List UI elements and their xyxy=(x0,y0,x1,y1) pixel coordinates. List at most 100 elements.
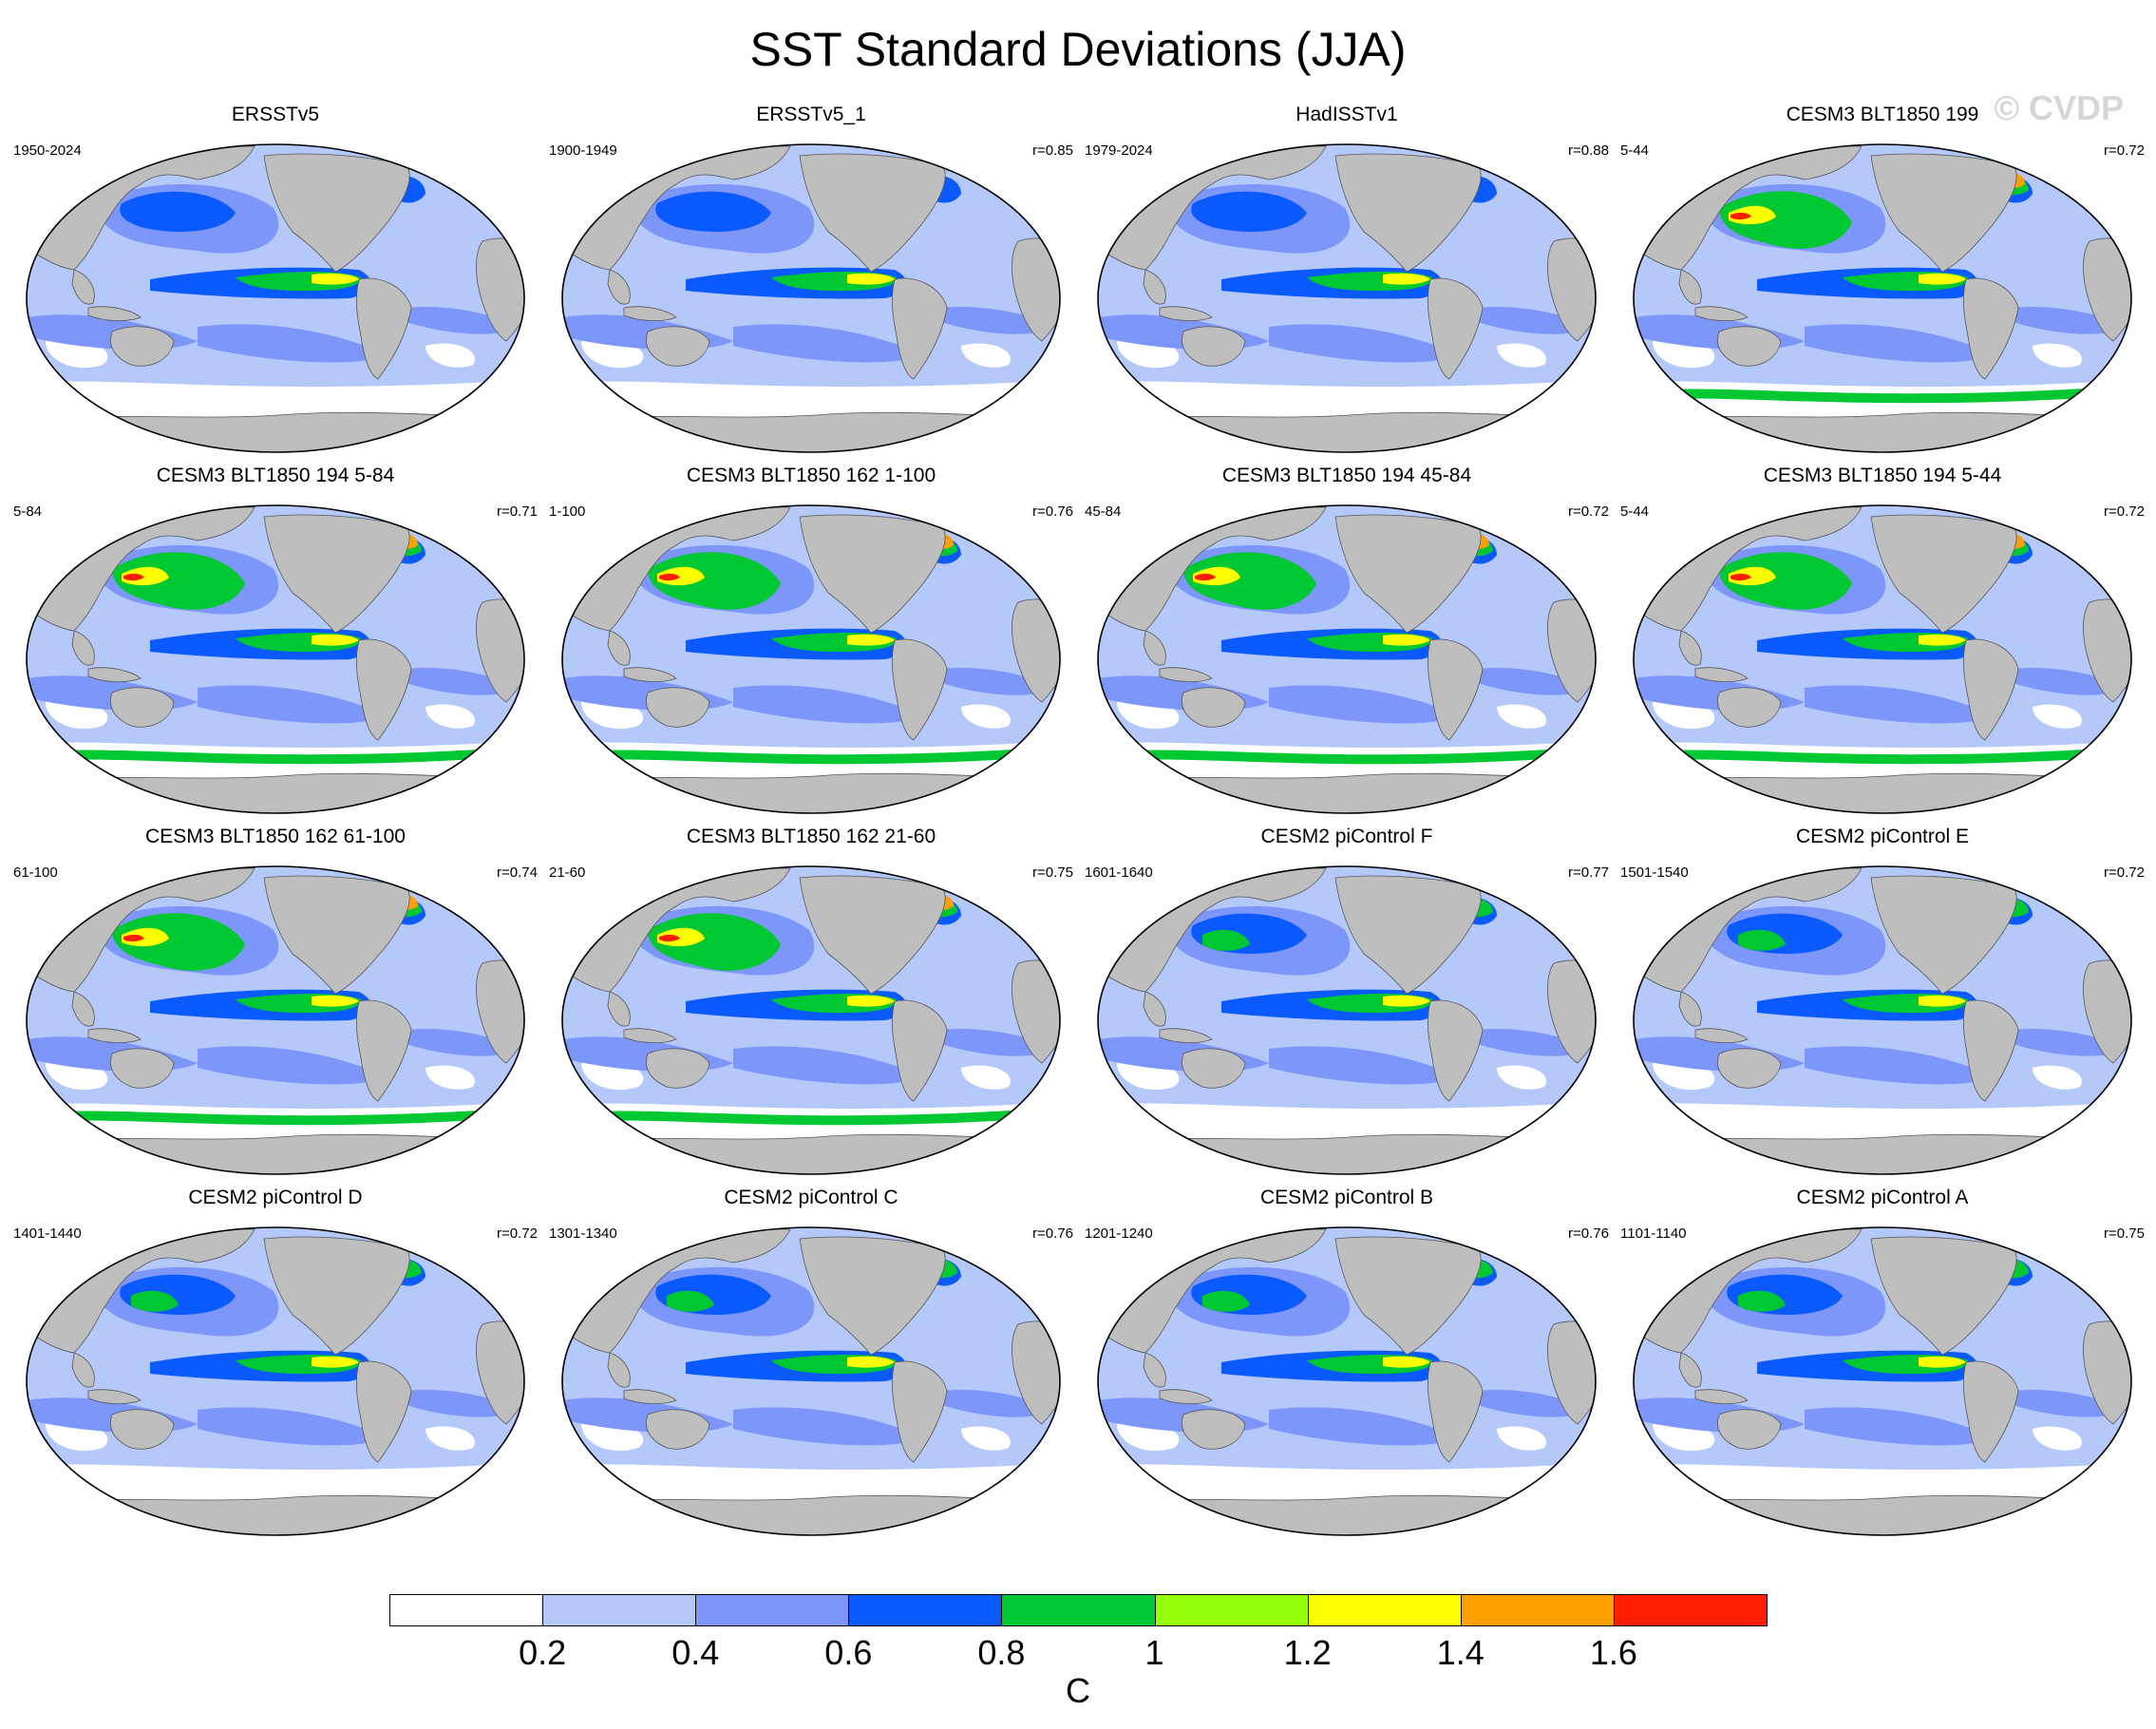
antarctic-green-ring xyxy=(562,1108,1056,1126)
land-antarctica xyxy=(1634,1494,2131,1535)
land-australia xyxy=(110,687,175,728)
panel-title: CESM3 BLT1850 194 5-84 xyxy=(156,465,395,486)
antarctic-green-ring xyxy=(1098,747,1592,765)
north-pacific-green xyxy=(1719,191,1852,249)
land-antarctica xyxy=(27,1133,524,1174)
colorbar-segment xyxy=(389,1594,544,1626)
land-south-america xyxy=(355,277,412,380)
panel-correlation: r=0.72 xyxy=(1568,504,1609,520)
land-indonesia xyxy=(1159,1028,1213,1043)
panel-title: CESM3 BLT1850 194 5-44 xyxy=(1763,465,2002,486)
map-panel: ERSSTv5_1 1900-1949 r=0.85 xyxy=(543,104,1079,466)
north-pacific-yellow xyxy=(1729,205,1776,225)
land-greenland xyxy=(1486,149,1528,175)
kuroshio-core xyxy=(667,1290,714,1312)
south-atlantic-band xyxy=(1478,307,1592,334)
panel-correlation: r=0.71 xyxy=(497,504,538,520)
south-atlantic-band xyxy=(942,1390,1056,1417)
colorbar-segment xyxy=(1154,1594,1309,1626)
north-pacific-yellow xyxy=(1729,566,1776,586)
colorbar-segment xyxy=(1460,1594,1615,1626)
south-pacific-band xyxy=(1805,1407,1995,1446)
panel-correlation: r=0.77 xyxy=(1568,864,1609,881)
panel-title: CESM2 piControl D xyxy=(188,1187,363,1208)
panel-correlation: r=0.74 xyxy=(497,864,538,881)
atlantic-low-patch xyxy=(2033,1426,2082,1451)
land-europe xyxy=(472,170,524,215)
sst-map xyxy=(1633,143,2132,453)
land-indonesia xyxy=(1159,1389,1213,1404)
land-north-america xyxy=(799,514,946,634)
south-pacific-band xyxy=(1805,685,1995,724)
map-panel: CESM2 piControl A 1101-1140 r=0.75 xyxy=(1615,1187,2150,1548)
map-panel: ERSSTv5 1950-2024 xyxy=(8,104,543,466)
south-atlantic-band xyxy=(407,1029,520,1056)
land-north-america xyxy=(1334,153,1482,273)
south-atlantic-band xyxy=(942,668,1056,695)
sst-map xyxy=(1097,504,1597,814)
north-pacific-red xyxy=(123,573,144,581)
map-border xyxy=(1633,865,2132,1175)
land-south-america xyxy=(891,999,948,1102)
panel-title: CESM2 piControl F xyxy=(1260,826,1433,847)
land-antarctica xyxy=(1098,772,1596,813)
land-greenland xyxy=(1486,871,1528,897)
land-south-america xyxy=(891,1360,948,1463)
sst-map xyxy=(26,143,525,453)
south-pacific-band xyxy=(733,324,923,363)
sst-map xyxy=(561,865,1061,1175)
sst-map xyxy=(1633,865,2132,1175)
land-north-america xyxy=(263,153,410,273)
colorbar xyxy=(389,1594,1768,1628)
map-border xyxy=(1097,143,1597,453)
north-pacific-yellow xyxy=(657,927,705,947)
map-panel: CESM3 BLT1850 162 21-60 21-60 r=0.75 xyxy=(543,826,1079,1188)
sst-map xyxy=(26,504,525,814)
sst-map xyxy=(1097,865,1597,1175)
atlantic-low-patch xyxy=(426,704,475,729)
land-south-america xyxy=(1962,638,2019,741)
land-antarctica xyxy=(27,1494,524,1535)
land-indochina xyxy=(1143,991,1166,1027)
map-border xyxy=(1097,1226,1597,1536)
land-indonesia xyxy=(87,1389,142,1404)
land-antarctica xyxy=(562,1494,1060,1535)
cold-tongue-peak xyxy=(312,1356,359,1368)
land-antarctica xyxy=(562,772,1060,813)
panel-period: 1201-1240 xyxy=(1085,1226,1153,1242)
land-greenland xyxy=(415,149,457,175)
land-indochina xyxy=(1143,1352,1166,1388)
cold-tongue-peak xyxy=(312,995,359,1007)
land-indochina xyxy=(71,991,95,1027)
land-indonesia xyxy=(623,1028,677,1043)
land-australia xyxy=(1182,1409,1246,1450)
land-indochina xyxy=(1143,269,1166,305)
land-europe xyxy=(1008,531,1060,576)
atlantic-low-patch xyxy=(1497,704,1546,729)
land-indonesia xyxy=(1694,1028,1749,1043)
atlantic-low-patch xyxy=(961,1426,1011,1451)
land-north-america xyxy=(799,1236,946,1356)
map-border xyxy=(561,143,1061,453)
south-atlantic-band xyxy=(407,307,520,334)
panel-period: 21-60 xyxy=(549,864,586,881)
north-pacific-green xyxy=(648,552,781,610)
cold-tongue-peak xyxy=(1383,995,1430,1007)
land-north-america xyxy=(263,1236,410,1356)
panel-period: 1-100 xyxy=(549,504,586,520)
land-europe xyxy=(1543,1253,1596,1298)
sst-map xyxy=(1097,1226,1597,1536)
figure-title: SST Standard Deviations (JJA) xyxy=(749,23,1407,76)
north-pacific-red xyxy=(1195,573,1216,581)
south-pacific-band xyxy=(198,1046,388,1085)
land-australia xyxy=(646,687,710,728)
panel-period: 1601-1640 xyxy=(1085,864,1153,881)
kuroshio-core xyxy=(1738,1290,1786,1312)
south-pacific-band xyxy=(198,1407,388,1446)
panel-title: CESM3 BLT1850 194 45-84 xyxy=(1221,465,1472,486)
north-pacific-green xyxy=(112,552,245,610)
south-atlantic-band xyxy=(2014,1390,2128,1417)
land-indochina xyxy=(1678,630,1702,666)
south-atlantic-band xyxy=(407,668,520,695)
land-greenland xyxy=(1486,510,1528,536)
